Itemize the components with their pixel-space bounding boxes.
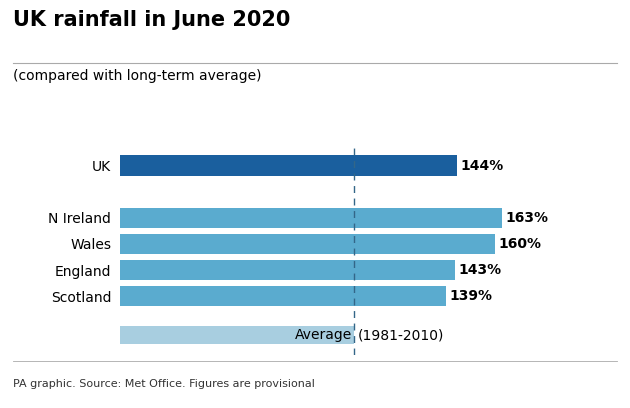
Text: (compared with long-term average): (compared with long-term average) [13,69,261,83]
Text: 160%: 160% [498,237,541,251]
Text: (1981-2010): (1981-2010) [358,328,444,342]
Text: 139%: 139% [449,289,492,303]
Bar [120,155,457,176]
Text: PA graphic. Source: Met Office. Figures are provisional: PA graphic. Source: Met Office. Figures … [13,379,314,390]
Text: UK rainfall in June 2020: UK rainfall in June 2020 [13,10,290,30]
Text: 143%: 143% [459,263,501,277]
Text: 163%: 163% [505,211,549,225]
Bar [120,260,455,280]
Bar [120,326,354,344]
Bar [120,208,502,228]
Bar [120,234,495,254]
Text: 144%: 144% [461,159,504,173]
Bar [120,286,445,306]
Text: Average: Average [295,328,352,342]
